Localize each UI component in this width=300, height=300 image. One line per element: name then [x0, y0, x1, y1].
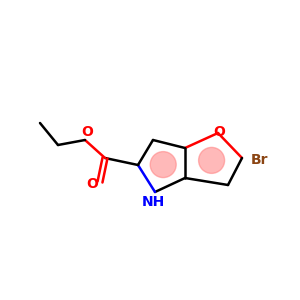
Text: O: O: [81, 125, 93, 139]
Circle shape: [150, 152, 176, 178]
Text: Br: Br: [251, 153, 269, 167]
Text: O: O: [213, 125, 225, 139]
Text: NH: NH: [141, 195, 165, 209]
Circle shape: [199, 147, 225, 173]
Text: O: O: [86, 177, 98, 191]
